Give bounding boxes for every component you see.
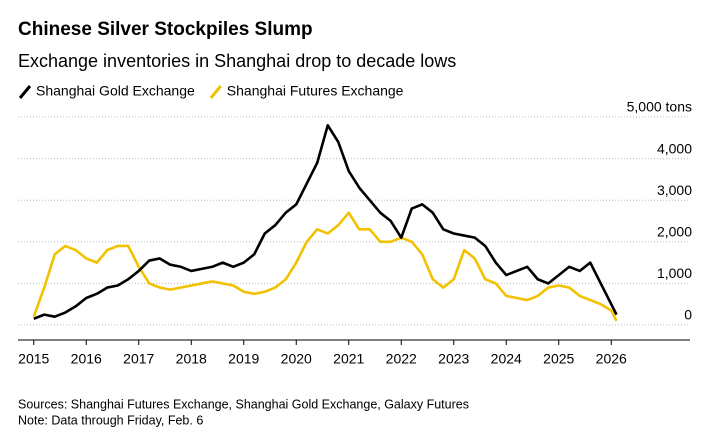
y-tick-label: 0 xyxy=(684,307,692,323)
legend-label: Shanghai Gold Exchange xyxy=(36,83,195,99)
x-tick-label: 2024 xyxy=(491,351,522,367)
y-tick-label: 4,000 xyxy=(657,140,692,156)
x-tick-label: 2023 xyxy=(438,351,469,367)
series-line xyxy=(32,211,618,322)
x-tick-label: 2025 xyxy=(543,351,574,367)
y-tick-label: 1,000 xyxy=(657,265,692,281)
x-tick-label: 2015 xyxy=(18,351,49,367)
y-tick-label: 2,000 xyxy=(657,224,692,240)
y-tick-label: 3,000 xyxy=(657,182,692,198)
chart-title: Chinese Silver Stockpiles Slump xyxy=(18,19,313,40)
x-tick-label: 2018 xyxy=(176,351,207,367)
x-tick-label: 2026 xyxy=(596,351,627,367)
legend-swatch xyxy=(209,85,222,99)
y-tick-label: 5,000 tons xyxy=(627,99,692,115)
legend-label: Shanghai Futures Exchange xyxy=(227,83,404,99)
x-tick-label: 2017 xyxy=(123,351,154,367)
chart-subtitle: Exchange inventories in Shanghai drop to… xyxy=(18,51,456,71)
x-tick-label: 2016 xyxy=(71,351,102,367)
x-tick-label: 2021 xyxy=(333,351,364,367)
x-tick-label: 2019 xyxy=(228,351,259,367)
sources: Sources: Shanghai Futures Exchange, Shan… xyxy=(18,397,469,411)
note: Note: Data through Friday, Feb. 6 xyxy=(18,413,203,427)
series-line xyxy=(33,124,618,320)
legend-swatch xyxy=(18,85,32,99)
x-tick-label: 2022 xyxy=(386,351,417,367)
x-tick-label: 2020 xyxy=(281,351,312,367)
